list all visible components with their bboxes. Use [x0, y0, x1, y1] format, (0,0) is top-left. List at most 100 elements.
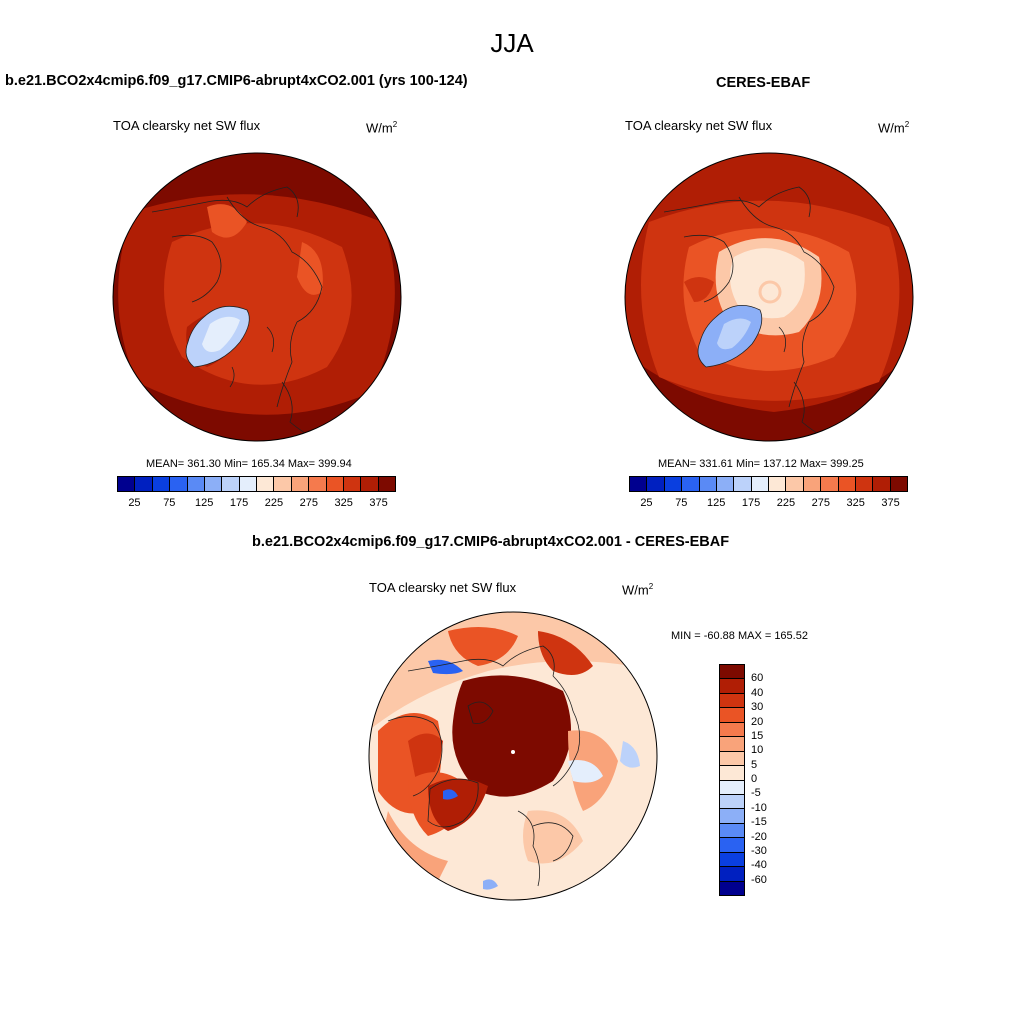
obs-panel-title: CERES-EBAF [716, 75, 811, 91]
colorbar-swatch [821, 477, 839, 491]
model-panel-title: b.e21.BCO2x4cmip6.f09_g17.CMIP6-abrupt4x… [5, 73, 468, 89]
colorbar-tick-label: 325 [334, 497, 353, 509]
colorbar-swatch [309, 477, 327, 491]
colorbar-tick-label: 40 [751, 686, 764, 699]
colorbar-tick-label: 20 [751, 715, 764, 728]
colorbar-swatch [343, 477, 362, 491]
colorbar-tick-label: -40 [751, 859, 767, 872]
colorbar-swatch [751, 477, 769, 491]
colorbar-swatch [720, 794, 744, 810]
obs-variable-label: TOA clearsky net SW flux [625, 118, 773, 133]
colorbar-tick-label: -10 [751, 801, 767, 814]
colorbar-swatch [135, 477, 153, 491]
colorbar-swatch [152, 477, 171, 491]
colorbar-tick-label: 225 [776, 497, 796, 509]
colorbar-tick-label: 225 [264, 497, 284, 509]
colorbar-swatch [326, 477, 344, 491]
colorbar-swatch [257, 477, 275, 491]
colorbar-swatch [838, 477, 856, 491]
colorbar-tick-label: 10 [751, 744, 764, 757]
colorbar-tick-label: -20 [751, 830, 767, 843]
colorbar-tick-label: -5 [751, 787, 761, 800]
colorbar-swatch [720, 751, 744, 767]
model-stats: MEAN= 361.30 Min= 165.34 Max= 399.94 [146, 458, 352, 470]
colorbar-swatch [170, 477, 188, 491]
colorbar-tick-label: 325 [846, 497, 865, 509]
colorbar-tick-label: 375 [369, 497, 388, 509]
diff-colorbar [719, 664, 745, 896]
colorbar-swatch [647, 477, 665, 491]
colorbar-tick-label: 25 [128, 497, 141, 509]
diff-minmax: MIN = -60.88 MAX = 165.52 [671, 630, 808, 642]
colorbar-swatch [222, 477, 240, 491]
colorbar-tick-label: -30 [751, 844, 767, 857]
colorbar-tick-label: 125 [195, 497, 214, 509]
colorbar-tick-label: 75 [675, 497, 688, 509]
colorbar-swatch [720, 737, 744, 752]
colorbar-tick-label: 5 [751, 758, 758, 771]
colorbar-tick-label: 125 [707, 497, 726, 509]
colorbar-swatch [720, 881, 744, 895]
colorbar-swatch [890, 477, 907, 491]
colorbar-swatch [361, 477, 379, 491]
colorbar-swatch [873, 477, 891, 491]
colorbar-swatch [734, 477, 752, 491]
diff-coastlines [387, 645, 581, 887]
colorbar-swatch [239, 477, 257, 491]
colorbar-swatch [720, 809, 744, 824]
colorbar-swatch [720, 838, 744, 853]
colorbar-swatch [664, 477, 683, 491]
colorbar-swatch [720, 665, 744, 680]
colorbar-swatch [720, 823, 744, 839]
colorbar-tick-label: 15 [751, 729, 764, 742]
colorbar-swatch [720, 708, 744, 723]
obs-units-label: W/m2 [878, 120, 910, 136]
colorbar-swatch [291, 477, 310, 491]
colorbar-tick-label: 30 [751, 701, 764, 714]
colorbar-swatch [720, 852, 744, 868]
colorbar-swatch [720, 867, 744, 882]
model-colorbar [117, 476, 396, 492]
colorbar-swatch [720, 693, 744, 709]
diff-units-label: W/m2 [622, 582, 654, 598]
colorbar-tick-label: 0 [751, 773, 758, 785]
colorbar-tick-label: 275 [811, 497, 830, 509]
colorbar-tick-label: 275 [299, 497, 318, 509]
colorbar-swatch [630, 477, 648, 491]
colorbar-tick-label: 60 [751, 672, 764, 685]
diff-arctic-maximum [452, 675, 571, 797]
model-variable-label: TOA clearsky net SW flux [113, 118, 261, 133]
obs-colorbar [629, 476, 908, 492]
colorbar-swatch [378, 477, 395, 491]
colorbar-tick-label: -60 [751, 873, 767, 886]
obs-polar-map [624, 152, 914, 442]
diff-colorbar-ticks: 60 40 30 20 15 10 5 0 -5 -10 -15 -20 -30 -40 -60 [751, 664, 781, 894]
colorbar-tick-label: 75 [163, 497, 176, 509]
model-colorbar-ticks: 25 75 125 175 225 275 325 375 [117, 497, 396, 511]
colorbar-swatch [682, 477, 700, 491]
colorbar-swatch [786, 477, 804, 491]
colorbar-swatch [204, 477, 223, 491]
diff-variable-label: TOA clearsky net SW flux [369, 580, 517, 595]
obs-colorbar-ticks: 25 75 125 175 225 275 325 375 [629, 497, 908, 511]
colorbar-tick-label: 175 [229, 497, 249, 509]
colorbar-swatch [118, 477, 136, 491]
colorbar-swatch [720, 780, 744, 795]
colorbar-tick-label: 25 [640, 497, 653, 509]
diff-panel-title: b.e21.BCO2x4cmip6.f09_g17.CMIP6-abrupt4x… [252, 534, 730, 550]
colorbar-tick-label: 175 [741, 497, 761, 509]
main-title: JJA [490, 28, 534, 58]
obs-stats: MEAN= 331.61 Min= 137.12 Max= 399.25 [658, 458, 864, 470]
model-polar-map [112, 152, 402, 442]
colorbar-swatch [720, 766, 744, 781]
colorbar-swatch [699, 477, 717, 491]
colorbar-swatch [855, 477, 874, 491]
diff-polar-map [368, 611, 658, 901]
colorbar-swatch [187, 477, 205, 491]
colorbar-swatch [720, 679, 744, 694]
colorbar-swatch [274, 477, 292, 491]
model-units-label: W/m2 [366, 120, 398, 136]
colorbar-swatch [803, 477, 822, 491]
model-coastlines [151, 186, 323, 438]
colorbar-swatch [769, 477, 787, 491]
